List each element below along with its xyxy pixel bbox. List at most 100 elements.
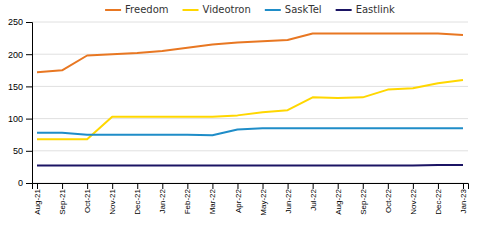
tick-label: Nov-22 bbox=[409, 188, 418, 214]
series-group bbox=[37, 34, 463, 166]
tick-mark bbox=[363, 183, 364, 189]
axis-line bbox=[33, 184, 469, 190]
tick-mark bbox=[87, 183, 88, 189]
grid-line bbox=[32, 118, 468, 119]
tick-label: 0 bbox=[18, 178, 23, 188]
tick-mark bbox=[237, 183, 238, 189]
plot: 0 50 100 150 200 250 Aug-21 Sep-21 Oct-21 Nov-21 D… bbox=[8, 17, 469, 215]
grid-line bbox=[32, 86, 468, 87]
tick-mark bbox=[137, 183, 138, 189]
tick-mark bbox=[187, 183, 188, 189]
tick: 0 bbox=[18, 178, 32, 188]
tick: Feb-22 bbox=[183, 183, 192, 214]
tick-mark bbox=[112, 183, 113, 189]
tick: Jun-22 bbox=[284, 183, 293, 213]
tick-mark bbox=[26, 119, 32, 120]
legend-swatch bbox=[265, 9, 281, 11]
tick: Oct-22 bbox=[384, 183, 393, 213]
tick: Aug-21 bbox=[33, 183, 42, 215]
grid-line bbox=[32, 22, 468, 23]
tick-label: Nov-21 bbox=[108, 188, 117, 214]
tick: Jan-23 bbox=[459, 183, 468, 213]
tick-mark bbox=[26, 54, 32, 55]
tick: Nov-22 bbox=[409, 183, 418, 215]
tick-mark bbox=[26, 151, 32, 152]
tick-mark bbox=[388, 183, 389, 189]
tick-label: May-22 bbox=[259, 188, 268, 215]
tick-label: Aug-21 bbox=[33, 188, 42, 214]
chart: 0 50 100 150 200 250 Aug-21 Sep-21 Oct-21 Nov-21 D… bbox=[0, 0, 480, 227]
series-line bbox=[37, 80, 463, 139]
tick: 150 bbox=[8, 82, 32, 92]
legend-label: Videotron bbox=[203, 4, 251, 15]
legend-item: Eastlink bbox=[336, 4, 395, 15]
tick-mark bbox=[438, 183, 439, 189]
tick: Oct-21 bbox=[83, 183, 92, 213]
legend-swatch bbox=[183, 9, 199, 11]
tick: Nov-21 bbox=[108, 183, 117, 215]
tick-mark bbox=[26, 86, 32, 87]
tick-label: Jan-23 bbox=[459, 188, 468, 213]
tick-label: 100 bbox=[8, 114, 23, 124]
tick-mark bbox=[463, 183, 464, 189]
tick: Sep-21 bbox=[58, 183, 67, 215]
tick-mark bbox=[26, 22, 32, 23]
tick-mark bbox=[26, 183, 32, 184]
tick-label: Dec-21 bbox=[133, 188, 142, 214]
tick: Aug-22 bbox=[334, 183, 343, 215]
legend-item: Videotron bbox=[183, 4, 251, 15]
tick-label: 50 bbox=[13, 146, 23, 156]
tick-label: 250 bbox=[8, 17, 23, 27]
tick-mark bbox=[338, 183, 339, 189]
legend-swatch bbox=[105, 9, 121, 11]
tick-label: Oct-22 bbox=[384, 188, 393, 213]
tick-label: Sep-21 bbox=[58, 188, 67, 214]
series-line bbox=[37, 34, 463, 73]
series-line bbox=[37, 128, 463, 135]
tick: Sep-22 bbox=[359, 183, 368, 215]
tick-mark bbox=[162, 183, 163, 189]
tick-label: Jun-22 bbox=[284, 188, 293, 213]
tick-mark bbox=[62, 183, 63, 189]
legend-item: SaskTel bbox=[265, 4, 322, 15]
tick: Dec-22 bbox=[434, 183, 443, 215]
tick: 200 bbox=[8, 50, 32, 60]
tick: Apr-22 bbox=[234, 183, 243, 213]
tick-mark bbox=[288, 183, 289, 189]
tick: May-22 bbox=[259, 183, 268, 216]
tick: 250 bbox=[8, 17, 32, 27]
tick-mark bbox=[413, 183, 414, 189]
tick-label: Oct-21 bbox=[83, 188, 92, 213]
tick-label: Jul-22 bbox=[309, 188, 318, 210]
tick-label: Apr-22 bbox=[234, 188, 243, 213]
tick: Jan-22 bbox=[158, 183, 167, 213]
tick: Mar-22 bbox=[208, 183, 217, 214]
series-line bbox=[37, 164, 463, 167]
axis-line bbox=[26, 23, 33, 184]
tick: Jul-22 bbox=[309, 183, 318, 211]
tick-label: Aug-22 bbox=[334, 188, 343, 214]
tick: Dec-21 bbox=[133, 183, 142, 215]
y-axis: 0 50 100 150 200 250 bbox=[8, 17, 33, 188]
tick-label: Sep-22 bbox=[359, 188, 368, 214]
x-axis: Aug-21 Sep-21 Oct-21 Nov-21 Dec-21 Jan-22 Feb-… bbox=[33, 183, 469, 216]
tick-label: Mar-22 bbox=[208, 188, 217, 214]
legend-item: Freedom bbox=[105, 4, 168, 15]
tick-label: Dec-22 bbox=[434, 188, 443, 214]
tick-label: 150 bbox=[8, 82, 23, 92]
tick-label: 200 bbox=[8, 50, 23, 60]
legend-label: SaskTel bbox=[285, 4, 322, 15]
tick: 50 bbox=[13, 146, 32, 156]
legend: Freedom Videotron SaskTel Eastlink bbox=[105, 4, 395, 15]
legend-swatch bbox=[336, 9, 352, 11]
tick-label: Jan-22 bbox=[158, 188, 167, 213]
grid-line bbox=[32, 150, 468, 151]
tick-mark bbox=[263, 183, 264, 189]
tick-mark bbox=[212, 183, 213, 189]
tick-label: Feb-22 bbox=[183, 188, 192, 214]
legend-label: Freedom bbox=[125, 4, 168, 15]
legend-label: Eastlink bbox=[356, 4, 395, 15]
grid bbox=[32, 22, 468, 183]
tick-mark bbox=[313, 183, 314, 189]
tick-mark bbox=[37, 183, 38, 189]
